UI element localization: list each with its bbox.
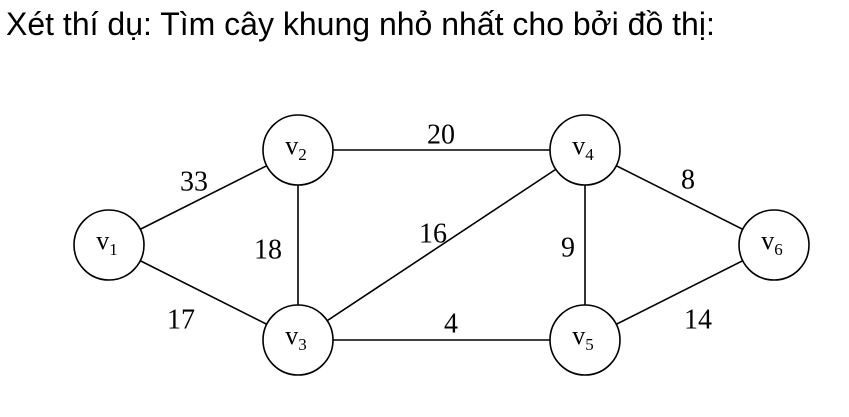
edge-weight-v4-v5: 9 — [561, 232, 575, 263]
vertex-label: v5 — [572, 321, 594, 354]
edge-weights: 33 17 18 20 16 4 9 8 14 — [167, 119, 712, 339]
vertex-subscript: 3 — [298, 335, 307, 354]
vertex-v5: v5 — [549, 304, 621, 376]
edge-weight-v3-v4: 16 — [419, 218, 447, 249]
vertex-circle — [262, 114, 334, 186]
vertex-letter: v — [572, 131, 585, 160]
vertex-letter: v — [285, 321, 298, 350]
vertex-subscript: 6 — [774, 240, 783, 259]
vertex-letter: v — [285, 131, 298, 160]
edge-weight-v4-v6: 8 — [681, 164, 695, 195]
vertex-label: v4 — [572, 131, 594, 164]
vertex-v2: v2 — [262, 114, 334, 186]
vertex-subscript: 5 — [585, 335, 594, 354]
edge-weight-v1-v2: 33 — [180, 166, 208, 197]
vertex-v3: v3 — [262, 304, 334, 376]
vertex-v6: v6 — [738, 209, 810, 281]
vertex-subscript: 4 — [585, 145, 594, 164]
vertex-letter: v — [572, 321, 585, 350]
vertex-subscript: 1 — [109, 240, 118, 259]
vertex-label: v1 — [96, 226, 118, 259]
vertex-v1: v1 — [73, 209, 145, 281]
vertex-v4: v4 — [549, 114, 621, 186]
edge-weight-v3-v5: 4 — [444, 308, 458, 339]
vertex-letter: v — [96, 226, 109, 255]
vertex-subscript: 2 — [298, 145, 307, 164]
vertex-circle — [549, 114, 621, 186]
vertex-circle — [738, 209, 810, 281]
edge-weight-v5-v6: 14 — [684, 304, 712, 335]
edge-weight-v2-v3: 18 — [254, 234, 282, 265]
edge-v3-v4 — [297, 149, 586, 341]
vertex-circle — [262, 304, 334, 376]
vertex-label: v6 — [761, 226, 783, 259]
page-title: Xét thí dụ: Tìm cây khung nhỏ nhất cho b… — [6, 6, 715, 42]
edge-weight-v2-v4: 20 — [427, 119, 455, 150]
vertex-label: v2 — [285, 131, 307, 164]
vertex-circle — [549, 304, 621, 376]
edge-weight-v1-v3: 17 — [167, 304, 195, 335]
vertex-letter: v — [761, 226, 774, 255]
vertex-label: v3 — [285, 321, 307, 354]
vertex-circle — [73, 209, 145, 281]
